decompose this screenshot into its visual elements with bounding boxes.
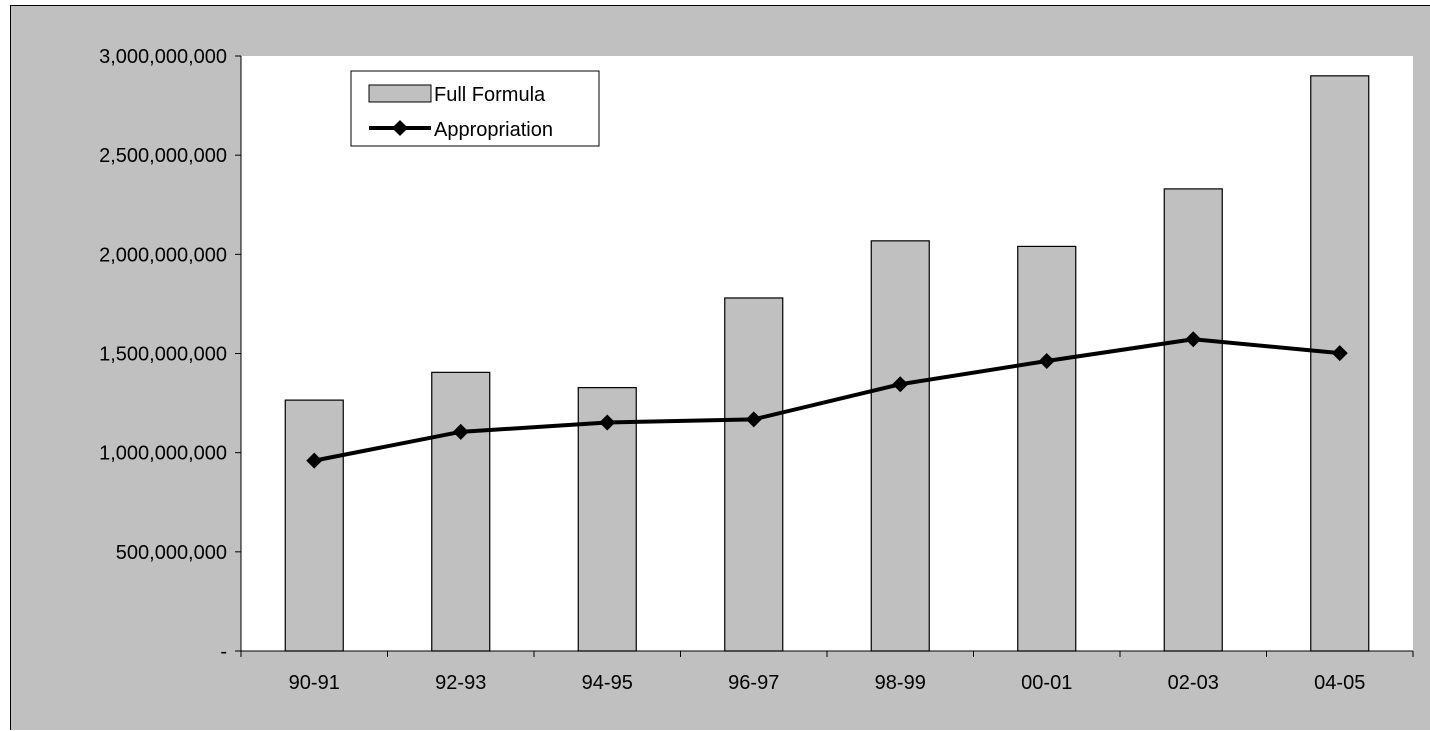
point-appropriation <box>452 423 469 440</box>
legend-swatch-full-formula <box>368 84 432 103</box>
y-tick-label: 2,000,000,000 <box>99 244 227 266</box>
bar-full-formula <box>284 399 344 652</box>
bar-full-formula <box>431 371 491 652</box>
point-appropriation <box>892 376 909 393</box>
y-tick-label: 1,500,000,000 <box>99 344 227 366</box>
legend: Full Formula Appropriation <box>350 70 600 147</box>
bar-full-formula <box>577 387 637 652</box>
bar-full-formula <box>1163 188 1223 652</box>
bar-full-formula <box>870 240 930 652</box>
bar-full-formula <box>724 297 784 652</box>
y-tick-label: 500,000,000 <box>116 542 227 564</box>
point-appropriation <box>1185 331 1202 348</box>
chart-area: - 500,000,000 1,000,000,000 1,500,000,000 2,… <box>10 5 1430 730</box>
point-appropriation <box>306 452 323 469</box>
bar-full-formula <box>1017 245 1077 652</box>
legend-label-full-formula: Full Formula <box>434 84 546 106</box>
x-tick-label: 04-05 <box>1314 672 1365 694</box>
x-tick-label: 92-93 <box>435 672 486 694</box>
line-series <box>306 331 1348 469</box>
point-appropriation <box>599 414 616 431</box>
point-appropriation <box>1331 345 1348 362</box>
x-axis: 90-91 92-93 94-95 96-97 98-99 00-01 02-03 04-05 <box>240 650 1414 694</box>
bar-series <box>284 75 1370 652</box>
chart-svg: - 500,000,000 1,000,000,000 1,500,000,000 2,… <box>99 46 1414 694</box>
y-tick-label: 1,000,000,000 <box>99 443 227 465</box>
x-tick-label: 96-97 <box>728 672 779 694</box>
y-axis: - 500,000,000 1,000,000,000 1,500,000,000 2,… <box>99 46 242 663</box>
point-appropriation <box>745 411 762 428</box>
legend-box <box>350 70 600 147</box>
y-tick-label: - <box>220 641 227 663</box>
x-tick-label: 98-99 <box>875 672 926 694</box>
x-tick-label: 02-03 <box>1168 672 1219 694</box>
line-appropriation <box>313 337 1340 463</box>
point-appropriation <box>1038 353 1055 370</box>
legend-label-appropriation: Appropriation <box>434 119 553 141</box>
bar-full-formula <box>1310 75 1370 652</box>
y-tick-label: 2,500,000,000 <box>99 145 227 167</box>
y-tick-label: 3,000,000,000 <box>99 46 227 68</box>
x-tick-label: 90-91 <box>289 672 340 694</box>
x-tick-label: 00-01 <box>1021 672 1072 694</box>
legend-swatch-appropriation-marker <box>392 120 408 136</box>
x-tick-label: 94-95 <box>582 672 633 694</box>
